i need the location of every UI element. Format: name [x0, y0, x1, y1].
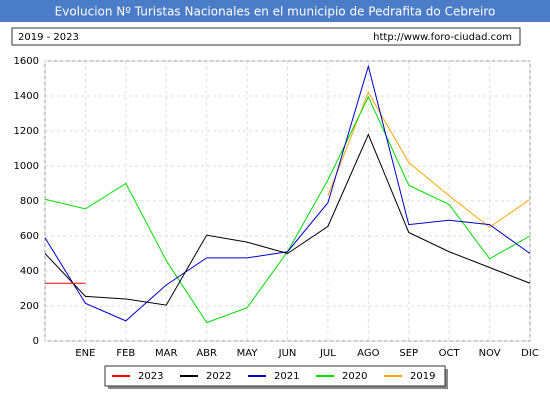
subtitle: 2019 - 2023: [18, 32, 79, 43]
x-tick-label: SEP: [399, 348, 418, 359]
legend-label: 2023: [138, 371, 163, 382]
x-tick-label: DIC: [521, 348, 539, 359]
legend-label: 2021: [274, 371, 299, 382]
source: http://www.foro-ciudad.com: [373, 32, 512, 43]
x-tick-label: NOV: [479, 348, 501, 359]
series-line: [44, 64, 531, 322]
x-tick-label: MAY: [237, 348, 259, 359]
chart-title: Evolucion Nº Turistas Nacionales en el m…: [55, 5, 496, 19]
y-tick-label: 0: [33, 336, 39, 347]
legend-label: 2019: [410, 371, 435, 382]
series-line: [44, 133, 531, 306]
y-tick-label: 1400: [14, 91, 39, 102]
y-tick-label: 600: [20, 231, 39, 242]
x-tick-label: FEB: [116, 348, 135, 359]
x-tick-label: OCT: [439, 348, 461, 359]
y-tick-label: 800: [20, 196, 39, 207]
x-tick-label: ABR: [196, 348, 217, 359]
x-tick-label: MAR: [155, 348, 177, 359]
title-bar: [0, 0, 550, 22]
x-tick-label: JUL: [319, 348, 336, 359]
y-tick-label: 1200: [14, 126, 39, 137]
legend-label: 2020: [342, 371, 367, 382]
y-tick-label: 400: [20, 266, 39, 277]
legend-label: 2022: [206, 371, 231, 382]
legend: [104, 365, 446, 387]
x-tick-label: JUN: [278, 348, 297, 359]
y-tick-label: 1600: [14, 56, 39, 67]
subtitle-box: [11, 27, 521, 46]
y-tick-label: 200: [20, 301, 39, 312]
x-tick-label: ENE: [75, 348, 95, 359]
x-tick-label: AGO: [357, 348, 379, 359]
y-tick-label: 1000: [14, 161, 39, 172]
